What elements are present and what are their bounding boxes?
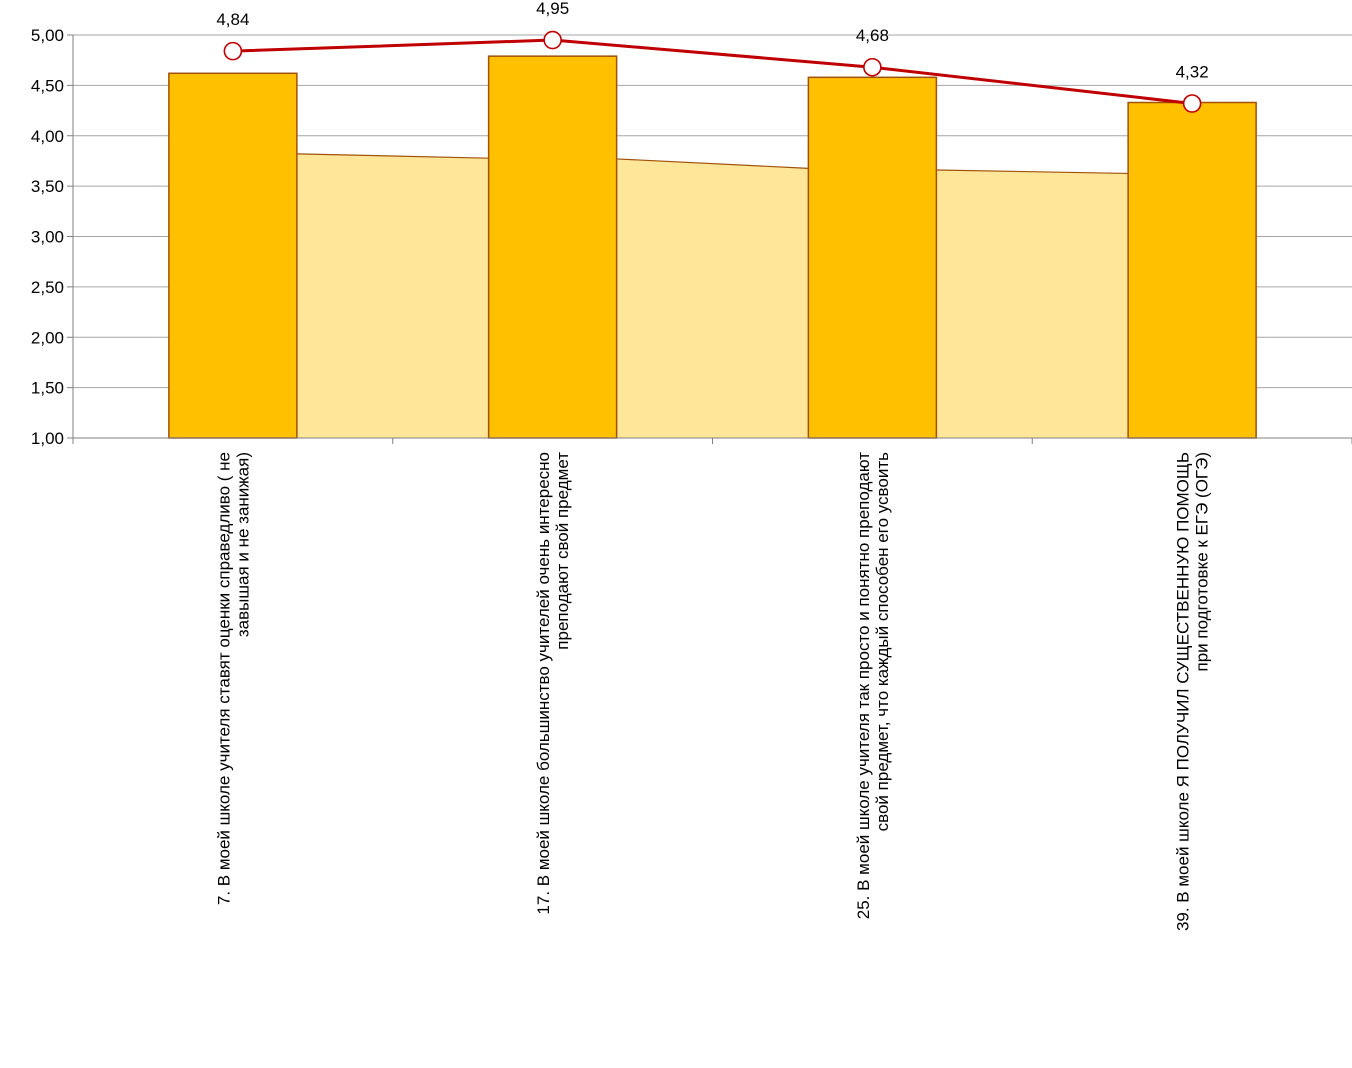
- y-tick-label: 1,50: [31, 379, 64, 398]
- y-tick-label: 3,50: [31, 177, 64, 196]
- category-label: 7. В моей школе учителя ставят оценки сп…: [214, 452, 252, 905]
- y-tick-label: 5,00: [31, 26, 64, 45]
- y-tick-label: 3,00: [31, 228, 64, 247]
- category-label-line: завышая и не занижая): [233, 452, 252, 637]
- category-label-line: 25. В моей школе учителя так просто и по…: [854, 452, 873, 919]
- line-marker: [223, 41, 243, 61]
- line-marker: [1182, 94, 1202, 113]
- data-label: 4,32: [1176, 63, 1209, 82]
- line-path: [232, 38, 1193, 106]
- axes: 1,00 1,50 2,00 2,50 3,00 3,50 4,00 4,50 5,00: [31, 26, 1352, 448]
- line-marker: [863, 57, 882, 77]
- area-series: [168, 153, 1257, 438]
- y-tick-label: 2,50: [31, 278, 64, 297]
- bar: [1127, 101, 1257, 439]
- data-label: 4,95: [536, 0, 569, 18]
- category-labels: 7. В моей школе учителя ставят оценки сп…: [214, 452, 1211, 931]
- bar: [168, 72, 298, 439]
- bar-series: [168, 55, 1257, 439]
- data-labels: 4,84 4,95 4,68 4,32: [216, 0, 1208, 82]
- y-tick-label: 1,00: [31, 429, 64, 448]
- category-label-line: свой предмет, что каждый способен его ус…: [873, 452, 892, 831]
- category-label-line: при подготовке к ЕГЭ (ОГЭ): [1193, 452, 1212, 672]
- y-tick-label: 4,50: [31, 76, 64, 95]
- category-label: 25. В моей школе учителя так просто и по…: [854, 452, 892, 919]
- data-label: 4,84: [216, 10, 249, 29]
- category-label-line: 17. В моей школе большинство учителей оч…: [534, 452, 553, 915]
- line-series: [223, 30, 1202, 113]
- bar: [487, 55, 618, 439]
- y-tick-label: 4,00: [31, 127, 64, 146]
- category-label-line: 7. В моей школе учителя ставят оценки сп…: [214, 452, 233, 905]
- category-label-line: 39. В моей школе Я ПОЛУЧИЛ СУЩЕСТВЕННУЮ …: [1174, 452, 1193, 931]
- data-label: 4,68: [856, 26, 889, 45]
- area-line: [168, 153, 1257, 175]
- line-marker: [543, 30, 562, 50]
- bar: [807, 76, 938, 439]
- y-tick-label: 2,00: [31, 328, 64, 347]
- category-label: 39. В моей школе Я ПОЛУЧИЛ СУЩЕСТВЕННУЮ …: [1174, 452, 1212, 931]
- area-fill: [168, 153, 1257, 438]
- category-label: 17. В моей школе большинство учителей оч…: [534, 452, 572, 915]
- category-label-line: преподают свой предмет: [553, 452, 572, 650]
